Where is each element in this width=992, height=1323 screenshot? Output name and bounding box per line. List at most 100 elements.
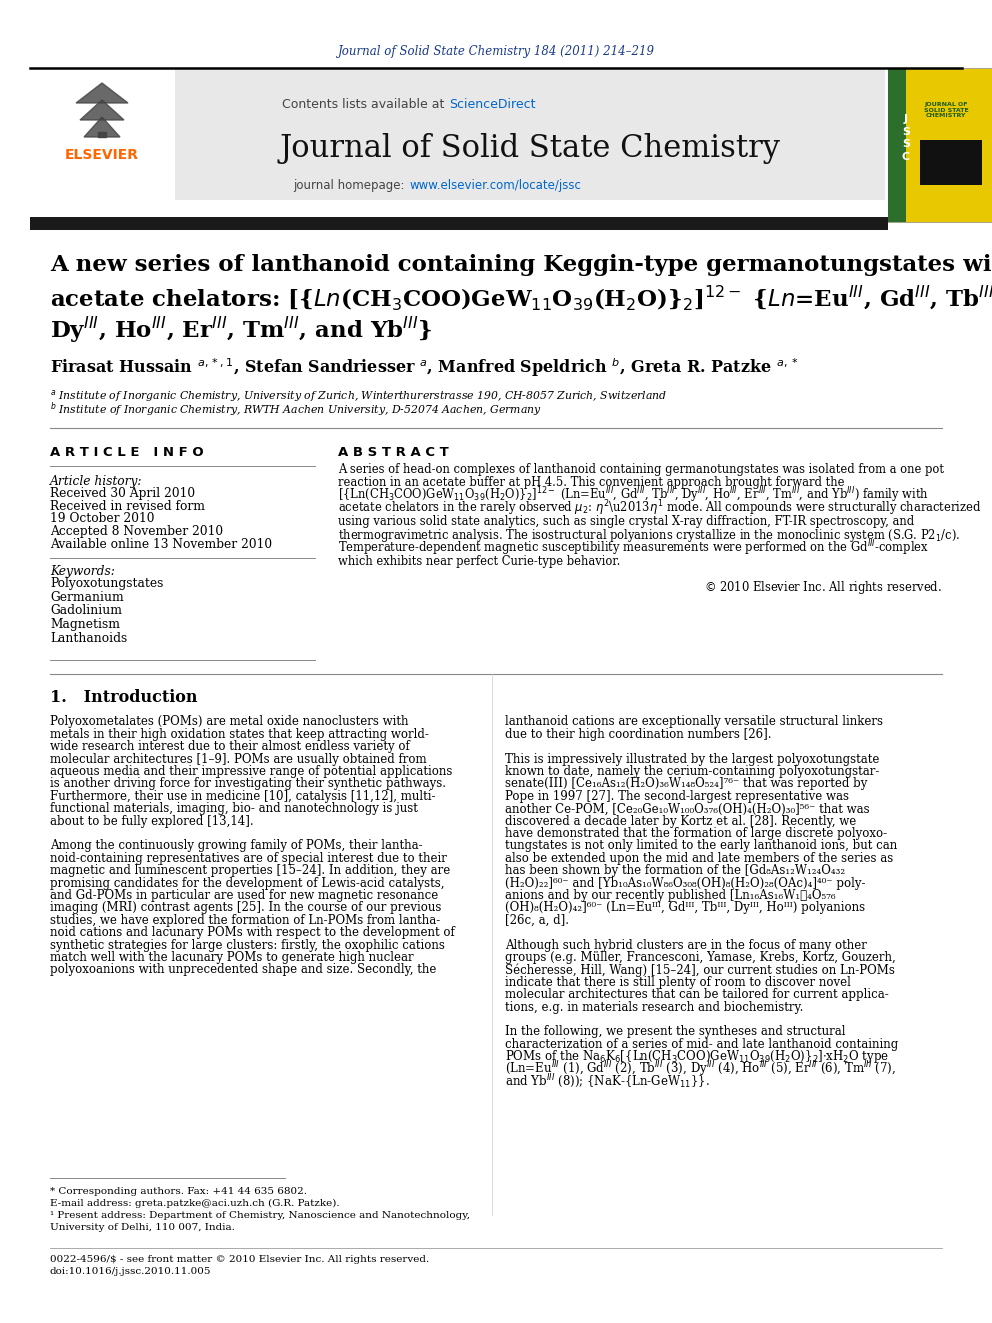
Text: also be extended upon the mid and late members of the series as: also be extended upon the mid and late m…	[505, 852, 893, 865]
Bar	[888, 67, 906, 222]
Text: match well with the lacunary POMs to generate high nuclear: match well with the lacunary POMs to gen…	[50, 951, 414, 964]
Text: thermogravimetric analysis. The isostructural polyanions crystallize in the mono: thermogravimetric analysis. The isostruc…	[338, 527, 960, 544]
Text: Available online 13 November 2010: Available online 13 November 2010	[50, 538, 272, 552]
Text: JOURNAL OF
SOLID STATE
CHEMISTRY: JOURNAL OF SOLID STATE CHEMISTRY	[924, 102, 968, 118]
Text: In the following, we present the syntheses and structural: In the following, we present the synthes…	[505, 1025, 845, 1039]
Text: Contents lists available at: Contents lists available at	[282, 98, 448, 111]
Text: Journal of Solid State Chemistry: Journal of Solid State Chemistry	[280, 132, 781, 164]
Bar	[30, 67, 175, 200]
Text: metals in their high oxidation states that keep attracting world-: metals in their high oxidation states th…	[50, 728, 429, 741]
Text: functional materials, imaging, bio- and nanotechnology is just: functional materials, imaging, bio- and …	[50, 802, 418, 815]
Text: Pope in 1997 [27]. The second-largest representative was: Pope in 1997 [27]. The second-largest re…	[505, 790, 849, 803]
Text: imaging (MRI) contrast agents [25]. In the course of our previous: imaging (MRI) contrast agents [25]. In t…	[50, 901, 441, 914]
Text: known to date, namely the cerium-containing polyoxotungstar-: known to date, namely the cerium-contain…	[505, 765, 879, 778]
Text: [{Ln(CH$_3$COO)GeW$_{11}$O$_{39}$(H$_2$O)}$_2$]$^{12-}$ (Ln=Eu$^{III}$, Gd$^{III: [{Ln(CH$_3$COO)GeW$_{11}$O$_{39}$(H$_2$O…	[338, 486, 929, 505]
Bar	[175, 67, 885, 200]
Polygon shape	[84, 116, 120, 138]
Text: synthetic strategies for large clusters: firstly, the oxophilic cations: synthetic strategies for large clusters:…	[50, 939, 444, 951]
Bar	[888, 67, 992, 222]
Text: Received 30 April 2010: Received 30 April 2010	[50, 487, 195, 500]
Text: ELSEVIER: ELSEVIER	[65, 148, 139, 161]
Text: discovered a decade later by Kortz et al. [28]. Recently, we: discovered a decade later by Kortz et al…	[505, 815, 856, 828]
Text: senate(III) [Ce₁₆As₁₂(H₂O)₃₆W₁₄₈O₅₂₄]⁷⁶⁻ that was reported by: senate(III) [Ce₁₆As₁₂(H₂O)₃₆W₁₄₈O₅₂₄]⁷⁶⁻…	[505, 778, 867, 791]
Text: and Gd-POMs in particular are used for new magnetic resonance: and Gd-POMs in particular are used for n…	[50, 889, 438, 902]
Text: Furthermore, their use in medicine [10], catalysis [11,12], multi-: Furthermore, their use in medicine [10],…	[50, 790, 435, 803]
Bar	[920, 140, 982, 185]
Text: Among the continuously growing family of POMs, their lantha-: Among the continuously growing family of…	[50, 840, 423, 852]
Text: noid-containing representatives are of special interest due to their: noid-containing representatives are of s…	[50, 852, 446, 865]
Text: have demonstrated that the formation of large discrete polyoxo-: have demonstrated that the formation of …	[505, 827, 887, 840]
Text: A B S T R A C T: A B S T R A C T	[338, 446, 448, 459]
Text: $^{b}$ Institute of Inorganic Chemistry, RWTH Aachen University, D-52074 Aachen,: $^{b}$ Institute of Inorganic Chemistry,…	[50, 401, 542, 419]
Text: (Ln=Eu$^{III}$ (1), Gd$^{III}$ (2), Tb$^{III}$ (3), Dy$^{III}$ (4), Ho$^{III}$ (: (Ln=Eu$^{III}$ (1), Gd$^{III}$ (2), Tb$^…	[505, 1060, 896, 1080]
Text: journal homepage:: journal homepage:	[293, 179, 408, 192]
Text: J
S
S
C: J S S C	[902, 114, 910, 161]
Text: (OH)₈(H₂O)₄₂]⁶⁰⁻ (Ln=Euᴵᴵᴵ, Gdᴵᴵᴵ, Tbᴵᴵᴵ, Dyᴵᴵᴵ, Hoᴵᴵᴵ) polyanions: (OH)₈(H₂O)₄₂]⁶⁰⁻ (Ln=Euᴵᴵᴵ, Gdᴵᴵᴵ, Tbᴵᴵᴵ…	[505, 901, 865, 914]
Text: Although such hybrid clusters are in the focus of many other: Although such hybrid clusters are in the…	[505, 939, 867, 951]
Text: another Ce-POM, [Ce₂₀Ge₁₀W₁₀₀O₃₇₆(OH)₄(H₂O)₃₀]⁵⁶⁻ that was: another Ce-POM, [Ce₂₀Ge₁₀W₁₀₀O₃₇₆(OH)₄(H…	[505, 802, 870, 815]
Text: studies, we have explored the formation of Ln-POMs from lantha-: studies, we have explored the formation …	[50, 914, 440, 927]
Text: Lanthanoids: Lanthanoids	[50, 631, 127, 644]
Text: Sécheresse, Hill, Wang) [15–24], our current studies on Ln-POMs: Sécheresse, Hill, Wang) [15–24], our cur…	[505, 963, 895, 976]
Text: This is impressively illustrated by the largest polyoxotungstate: This is impressively illustrated by the …	[505, 753, 879, 766]
Text: Accepted 8 November 2010: Accepted 8 November 2010	[50, 525, 223, 538]
Text: $^{a}$ Institute of Inorganic Chemistry, University of Zurich, Winterthurerstras: $^{a}$ Institute of Inorganic Chemistry,…	[50, 388, 668, 404]
Text: wide research interest due to their almost endless variety of: wide research interest due to their almo…	[50, 741, 410, 753]
Text: indicate that there is still plenty of room to discover novel: indicate that there is still plenty of r…	[505, 976, 851, 988]
Text: (H₂O)₂₂]⁶⁰⁻ and [Yb₁₀As₁₀W₈₆O₃₀₈(OH)₈(H₂O)₂₈(OAc)₄]⁴⁰⁻ poly-: (H₂O)₂₂]⁶⁰⁻ and [Yb₁₀As₁₀W₈₆O₃₀₈(OH)₈(H₂…	[505, 877, 865, 889]
Text: using various solid state analytics, such as single crystal X-ray diffraction, F: using various solid state analytics, suc…	[338, 515, 915, 528]
Text: and Yb$^{III}$ (8)); {NaK-{Ln-GeW$_{11}$}}.: and Yb$^{III}$ (8)); {NaK-{Ln-GeW$_{11}$…	[505, 1073, 709, 1090]
Text: characterization of a series of mid- and late lanthanoid containing: characterization of a series of mid- and…	[505, 1039, 898, 1050]
Text: University of Delhi, 110 007, India.: University of Delhi, 110 007, India.	[50, 1222, 235, 1232]
Text: aqueous media and their impressive range of potential applications: aqueous media and their impressive range…	[50, 765, 452, 778]
Text: Magnetism: Magnetism	[50, 618, 120, 631]
Text: due to their high coordination numbers [26].: due to their high coordination numbers […	[505, 728, 772, 741]
Text: Gadolinium: Gadolinium	[50, 605, 122, 618]
Text: Polyoxotungstates: Polyoxotungstates	[50, 578, 164, 590]
Text: which exhibits near perfect Curie-type behavior.: which exhibits near perfect Curie-type b…	[338, 554, 620, 568]
Polygon shape	[80, 101, 124, 120]
Text: lanthanoid cations are exceptionally versatile structural linkers: lanthanoid cations are exceptionally ver…	[505, 716, 883, 729]
Text: * Corresponding authors. Fax: +41 44 635 6802.: * Corresponding authors. Fax: +41 44 635…	[50, 1187, 307, 1196]
Text: ¹ Present address: Department of Chemistry, Nanoscience and Nanotechnology,: ¹ Present address: Department of Chemist…	[50, 1211, 470, 1220]
Text: molecular architectures that can be tailored for current applica-: molecular architectures that can be tail…	[505, 988, 889, 1002]
Text: Dy$^{III}$, Ho$^{III}$, Er$^{III}$, Tm$^{III}$, and Yb$^{III}$}: Dy$^{III}$, Ho$^{III}$, Er$^{III}$, Tm$^…	[50, 315, 433, 345]
Text: acetate chelators: [{$\it{Ln}$(CH$_3$COO)GeW$_{11}$O$_{39}$(H$_2$O)}$_2$]$^{12-}: acetate chelators: [{$\it{Ln}$(CH$_3$COO…	[50, 283, 992, 312]
Text: polyoxoanions with unprecedented shape and size. Secondly, the: polyoxoanions with unprecedented shape a…	[50, 963, 436, 976]
Text: www.elsevier.com/locate/jssc: www.elsevier.com/locate/jssc	[409, 179, 581, 192]
Text: 0022-4596/$ - see front matter © 2010 Elsevier Inc. All rights reserved.: 0022-4596/$ - see front matter © 2010 El…	[50, 1256, 430, 1265]
Text: Firasat Hussain $^{a,*,1}$, Stefan Sandriesser $^{a}$, Manfred Speldrich $^{b}$,: Firasat Hussain $^{a,*,1}$, Stefan Sandr…	[50, 357, 799, 380]
Text: 19 October 2010: 19 October 2010	[50, 512, 155, 525]
Text: doi:10.1016/j.jssc.2010.11.005: doi:10.1016/j.jssc.2010.11.005	[50, 1267, 211, 1277]
Text: [26c, a, d].: [26c, a, d].	[505, 914, 569, 927]
Text: Temperature-dependent magnetic susceptibility measurements were performed on the: Temperature-dependent magnetic susceptib…	[338, 538, 929, 558]
Text: Received in revised form: Received in revised form	[50, 500, 205, 513]
Text: tungstates is not only limited to the early lanthanoid ions, but can: tungstates is not only limited to the ea…	[505, 840, 897, 852]
Text: A series of head-on complexes of lanthanoid containing germanotungstates was iso: A series of head-on complexes of lanthan…	[338, 463, 944, 475]
Polygon shape	[98, 132, 106, 138]
Text: A new series of lanthanoid containing Keggin-type germanotungstates with: A new series of lanthanoid containing Ke…	[50, 254, 992, 277]
Text: tions, e.g. in materials research and biochemistry.: tions, e.g. in materials research and bi…	[505, 1000, 804, 1013]
Text: about to be fully explored [13,14].: about to be fully explored [13,14].	[50, 815, 254, 828]
Text: acetate chelators in the rarely observed $\mu_2$: $\eta^2$\u2013$\eta^1$ mode. A: acetate chelators in the rarely observed…	[338, 499, 981, 519]
Text: Polyoxometalates (POMs) are metal oxide nanoclusters with: Polyoxometalates (POMs) are metal oxide …	[50, 716, 409, 729]
Text: promising candidates for the development of Lewis-acid catalysts,: promising candidates for the development…	[50, 877, 444, 889]
Text: Journal of Solid State Chemistry 184 (2011) 214–219: Journal of Solid State Chemistry 184 (20…	[337, 45, 655, 58]
Text: reaction in an acetate buffer at pH 4.5. This convenient approach brought forwar: reaction in an acetate buffer at pH 4.5.…	[338, 476, 844, 488]
Text: A R T I C L E   I N F O: A R T I C L E I N F O	[50, 446, 203, 459]
Text: 1.   Introduction: 1. Introduction	[50, 689, 197, 706]
Text: E-mail address: greta.patzke@aci.uzh.ch (G.R. Patzke).: E-mail address: greta.patzke@aci.uzh.ch …	[50, 1199, 339, 1208]
Text: Keywords:: Keywords:	[50, 565, 115, 578]
Text: molecular architectures [1–9]. POMs are usually obtained from: molecular architectures [1–9]. POMs are …	[50, 753, 427, 766]
Text: $\copyright$ 2010 Elsevier Inc. All rights reserved.: $\copyright$ 2010 Elsevier Inc. All righ…	[704, 579, 942, 597]
Text: is another driving force for investigating their synthetic pathways.: is another driving force for investigati…	[50, 778, 446, 791]
Text: ScienceDirect: ScienceDirect	[449, 98, 536, 111]
Text: Germanium: Germanium	[50, 591, 124, 605]
Text: has been shown by the formation of the [Gd₈As₁₂W₁₂₄O₄₃₂: has been shown by the formation of the […	[505, 864, 845, 877]
Text: magnetic and luminescent properties [15–24]. In addition, they are: magnetic and luminescent properties [15–…	[50, 864, 450, 877]
Text: anions and by our recently published [Ln₁₆As₁₆W₁⁦₄O₅₇₆: anions and by our recently published [Ln…	[505, 889, 835, 902]
Text: noid cations and lacunary POMs with respect to the development of: noid cations and lacunary POMs with resp…	[50, 926, 454, 939]
Text: Article history:: Article history:	[50, 475, 143, 487]
Text: groups (e.g. Müller, Francesconi, Yamase, Krebs, Kortz, Gouzerh,: groups (e.g. Müller, Francesconi, Yamase…	[505, 951, 896, 964]
Polygon shape	[76, 83, 128, 103]
